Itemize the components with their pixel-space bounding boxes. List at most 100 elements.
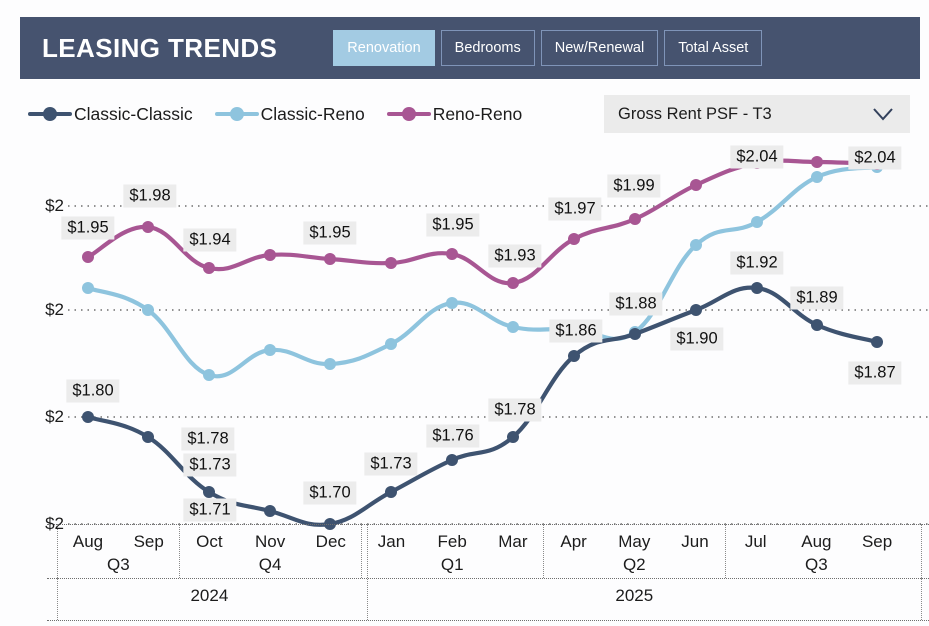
data-point[interactable] [751, 282, 763, 294]
x-axis-quarter-label: Q2 [622, 555, 646, 574]
data-label: $1.95 [303, 221, 357, 245]
x-axis-month-label: May [618, 532, 651, 551]
data-point[interactable] [142, 431, 154, 443]
page-title: LEASING TRENDS [42, 32, 278, 63]
x-axis-year-label: 2024 [190, 586, 229, 605]
axis-separator [57, 578, 58, 620]
data-point[interactable] [507, 431, 519, 443]
x-axis-month-label: Aug [72, 532, 104, 551]
data-point[interactable] [446, 297, 458, 309]
data-label: $1.95 [426, 213, 480, 237]
data-point[interactable] [568, 350, 580, 362]
x-axis-month-label: Apr [560, 532, 587, 551]
y-axis-tick-label: $2 [45, 514, 64, 533]
legend-label-classic-reno: Classic-Reno [260, 103, 365, 124]
data-point[interactable] [385, 338, 397, 350]
x-axis-month-label: Nov [254, 532, 286, 551]
data-label: $1.98 [123, 184, 177, 208]
axis-separator [57, 524, 58, 578]
x-axis-year-label: 2025 [615, 586, 654, 605]
data-label: $1.92 [730, 251, 784, 275]
data-label: $1.95 [61, 216, 115, 240]
data-point[interactable] [690, 179, 702, 191]
x-axis-month-label: Jan [377, 532, 406, 551]
chevron-down-icon [872, 107, 894, 121]
year-separator [367, 524, 368, 620]
data-label: $1.86 [549, 319, 603, 343]
data-label: $1.90 [670, 327, 724, 351]
metric-dropdown[interactable]: Gross Rent PSF - T3 [604, 95, 910, 133]
data-point[interactable] [446, 248, 458, 260]
data-point[interactable] [82, 282, 94, 294]
data-point[interactable] [507, 321, 519, 333]
data-point[interactable] [568, 233, 580, 245]
data-label: $1.94 [183, 228, 237, 252]
quarter-separator [179, 524, 181, 578]
data-point[interactable] [690, 304, 702, 316]
x-axis-quarter-label: Q3 [107, 555, 130, 574]
y-axis-tick-label: $2 [45, 300, 64, 319]
legend-swatch-classic-reno [214, 106, 259, 122]
data-label: $1.70 [303, 481, 357, 505]
x-axis-quarter-label: Q4 [258, 555, 282, 574]
data-point[interactable] [203, 486, 215, 498]
x-axis-quarter-label: Q1 [440, 555, 464, 574]
x-axis-month-label: Feb [437, 532, 467, 551]
legend-item-reno-reno[interactable]: Reno-Reno [386, 104, 522, 125]
data-point[interactable] [811, 171, 823, 183]
data-point[interactable] [82, 411, 94, 423]
axis-separator [921, 578, 922, 620]
data-label: $1.97 [548, 197, 602, 221]
data-point[interactable] [385, 257, 397, 269]
data-label: $1.78 [181, 427, 235, 451]
data-point[interactable] [142, 221, 154, 233]
x-axis-divider-top [47, 524, 929, 525]
tab-total-asset[interactable]: Total Asset [664, 30, 763, 66]
legend-item-classic-classic[interactable]: Classic-Classic [28, 104, 193, 125]
series-classic-classic[interactable] [82, 282, 883, 530]
data-point[interactable] [203, 262, 215, 274]
tab-new-renewal[interactable]: New/Renewal [540, 30, 659, 66]
plot-region: $2 $2 $2 $2 $1.95 $1.98 $1.94 $1.95 $1.95 $1.93 $… [0, 140, 929, 540]
y-axis-tick-label: $2 [45, 196, 64, 215]
y-axis-tick-label: $2 [45, 407, 64, 426]
legend-item-classic-reno[interactable]: Classic-Reno [214, 103, 365, 125]
data-label: $1.71 [183, 498, 237, 522]
axis-separator [921, 524, 922, 578]
x-axis-month-label: Aug [801, 532, 832, 551]
data-label: $1.93 [488, 244, 542, 268]
data-point[interactable] [690, 239, 702, 251]
data-point[interactable] [871, 336, 883, 348]
data-label: $2.04 [848, 146, 902, 170]
data-point[interactable] [811, 156, 823, 168]
data-point[interactable] [264, 344, 276, 356]
data-point[interactable] [629, 328, 641, 340]
data-point[interactable] [811, 319, 823, 331]
view-tabs: Renovation Bedrooms New/Renewal Total As… [333, 30, 763, 66]
data-point[interactable] [446, 454, 458, 466]
data-point[interactable] [82, 251, 94, 263]
x-axis-month-label: Jun [681, 532, 709, 551]
data-point[interactable] [629, 213, 641, 225]
series-classic-reno[interactable] [82, 161, 883, 381]
data-point[interactable] [264, 249, 276, 261]
data-point[interactable] [324, 253, 336, 265]
data-label: $1.73 [364, 452, 418, 476]
data-point[interactable] [264, 505, 276, 517]
tab-renovation[interactable]: Renovation [333, 30, 435, 66]
data-point[interactable] [324, 358, 336, 370]
quarter-separator [361, 524, 363, 578]
legend-and-selector-row: Classic-Classic Classic-Reno Reno-Reno G… [20, 95, 920, 133]
legend-label-classic-classic: Classic-Classic [74, 103, 193, 124]
metric-dropdown-value: Gross Rent PSF - T3 [618, 104, 772, 123]
tab-bedrooms[interactable]: Bedrooms [440, 30, 535, 66]
quarter-separator [543, 524, 545, 578]
dashboard-header: LEASING TRENDS Renovation Bedrooms New/R… [20, 17, 920, 79]
legend-swatch-classic-classic [28, 106, 72, 122]
data-point[interactable] [507, 277, 519, 289]
legend-swatch-reno-reno [386, 106, 431, 122]
data-point[interactable] [142, 304, 154, 316]
data-point[interactable] [203, 369, 215, 381]
data-point[interactable] [751, 216, 763, 228]
data-point[interactable] [385, 486, 397, 498]
